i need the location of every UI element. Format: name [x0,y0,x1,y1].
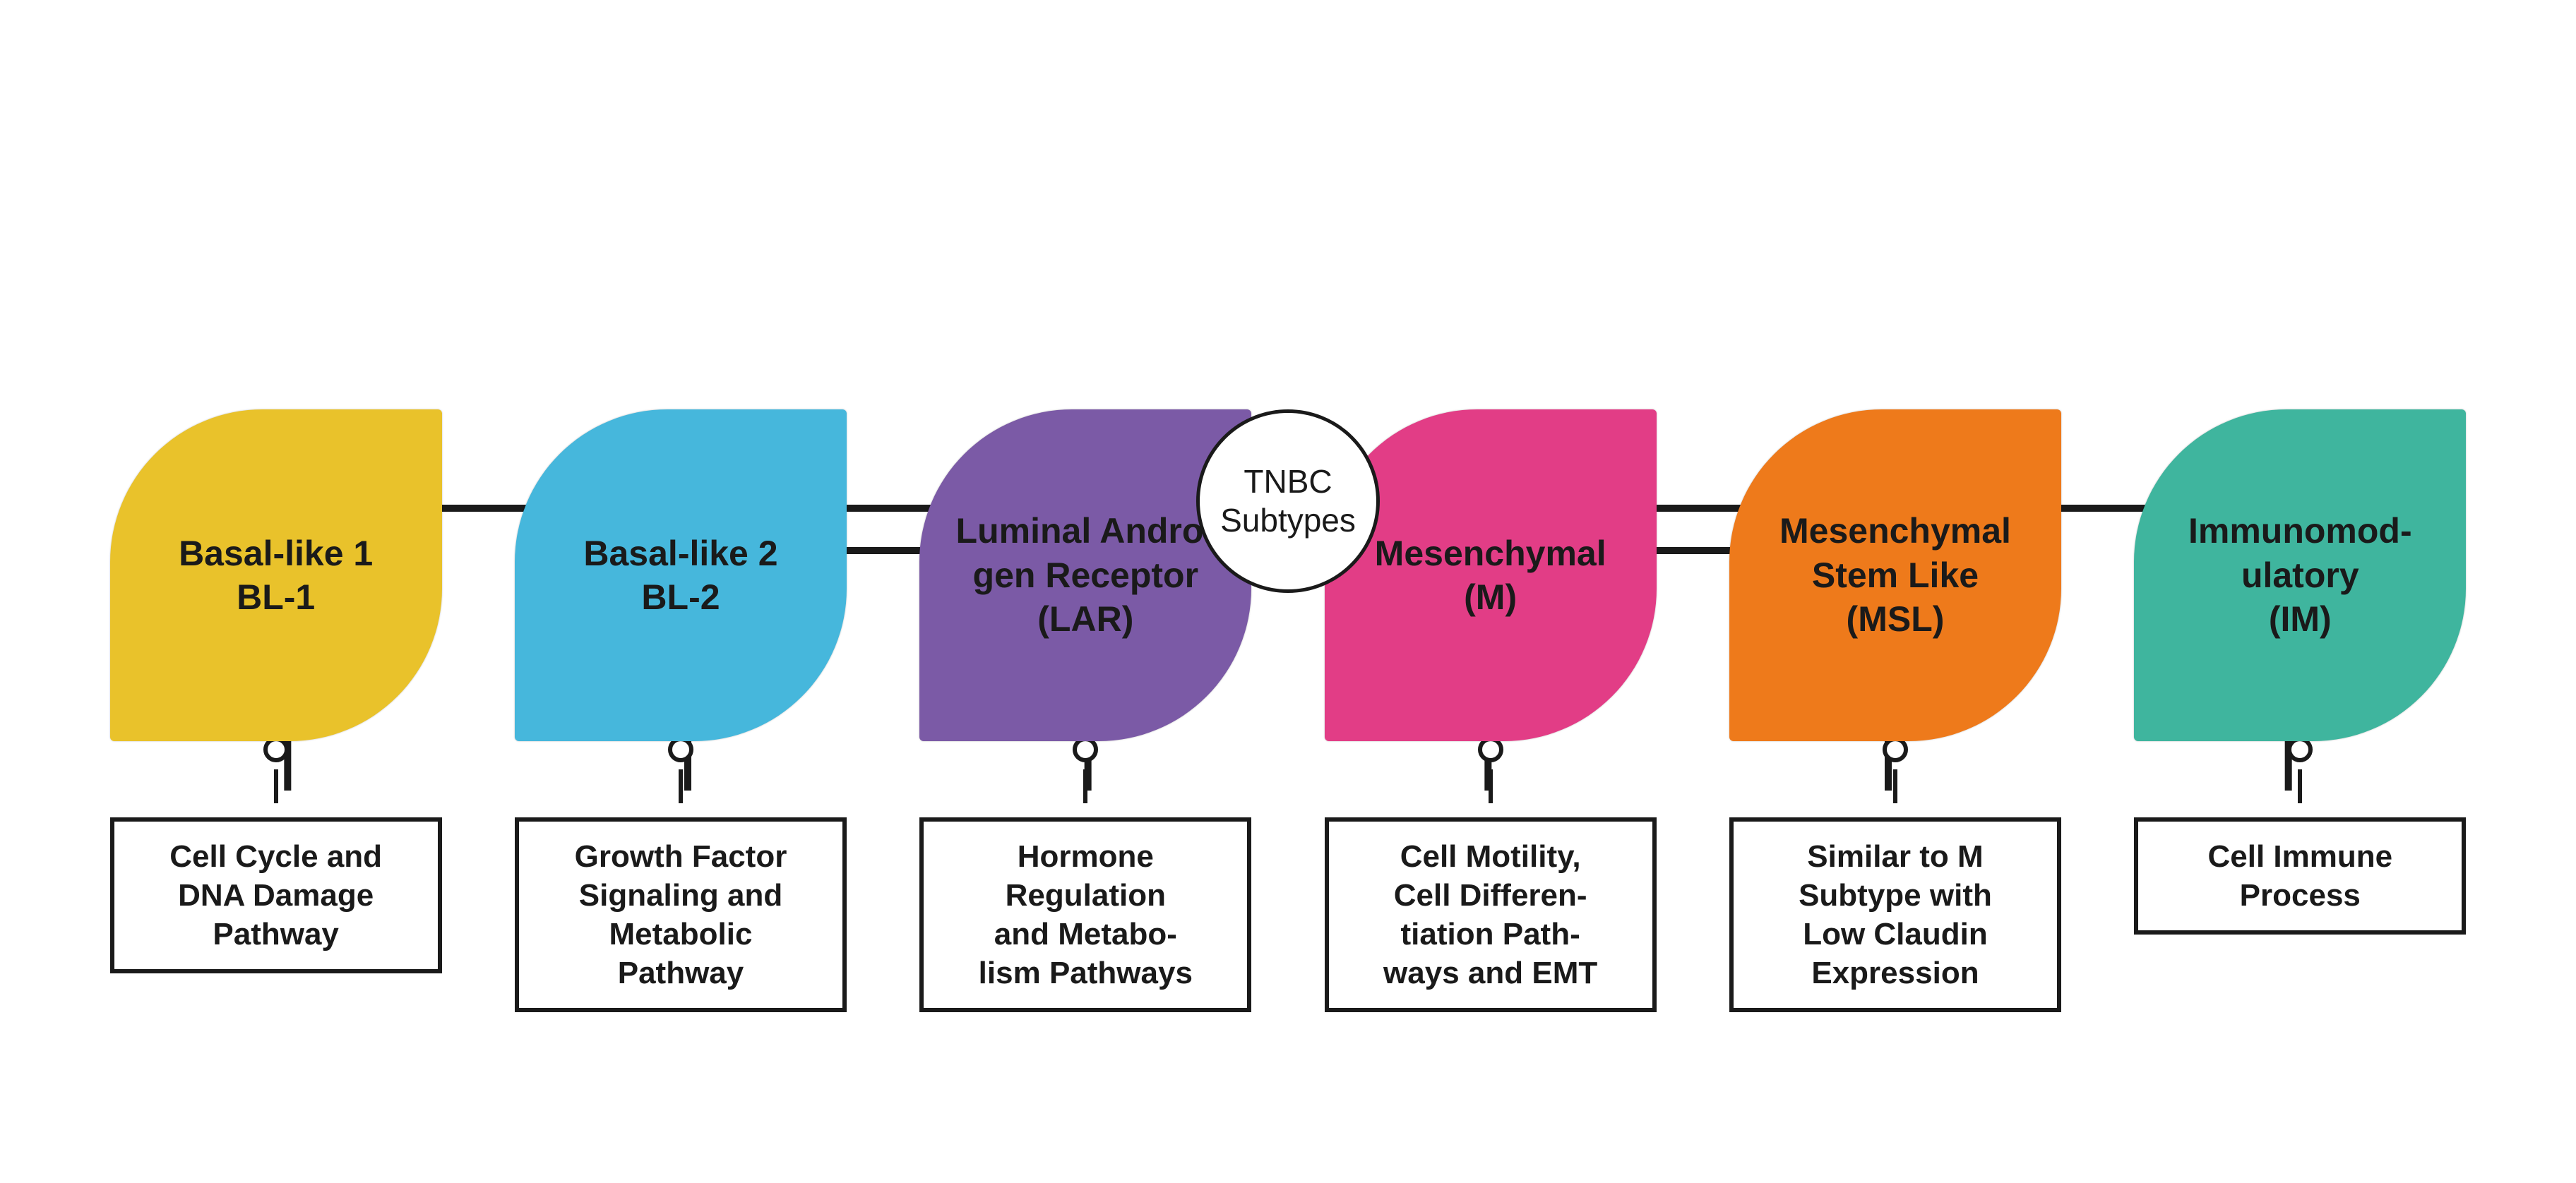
subtype-col-bl1: Basal-like 1 BL-1 Cell Cycle and DNA Dama… [88,409,464,1012]
pin-line [1489,769,1493,803]
subtype-desc-lar: Hormone Regulation and Metabo- lism Path… [919,817,1251,1012]
subtype-col-msl: Mesenchymal Stem Like (MSL) Similar to M … [1707,409,2083,1012]
pin-line [274,769,278,803]
subtype-desc-im: Cell Immune Process [2134,817,2466,935]
subtype-leaf-m: Mesenchymal (M) [1325,409,1657,741]
root-node: TNBC Subtypes [1196,409,1380,593]
subtype-leaf-lar: Luminal Andro- gen Receptor (LAR) [919,409,1251,741]
subtype-col-bl2: Basal-like 2 BL-2 Growth Factor Signaling… [492,409,869,1012]
subtype-leaf-bl2: Basal-like 2 BL-2 [515,409,847,741]
pin-line [1083,769,1087,803]
pin-line [679,769,683,803]
subtype-leaf-msl: Mesenchymal Stem Like (MSL) [1729,409,2061,741]
tnbc-subtypes-diagram: TNBC Subtypes Basal-like 1 BL-1 Cell Cycl… [88,409,2488,1012]
subtype-leaf-im: Immunomod- ulatory (IM) [2134,409,2466,741]
subtype-col-im: Immunomod- ulatory (IM) Cell Immune Proce… [2112,409,2488,1012]
subtype-desc-m: Cell Motility, Cell Differen- tiation Pa… [1325,817,1657,1012]
pin-line [2298,769,2302,803]
subtype-leaf-bl1: Basal-like 1 BL-1 [110,409,442,741]
subtype-desc-msl: Similar to M Subtype with Low Claudin Ex… [1729,817,2061,1012]
pin-line [1893,769,1897,803]
subtype-desc-bl1: Cell Cycle and DNA Damage Pathway [110,817,442,973]
subtype-desc-bl2: Growth Factor Signaling and Metabolic Pa… [515,817,847,1012]
